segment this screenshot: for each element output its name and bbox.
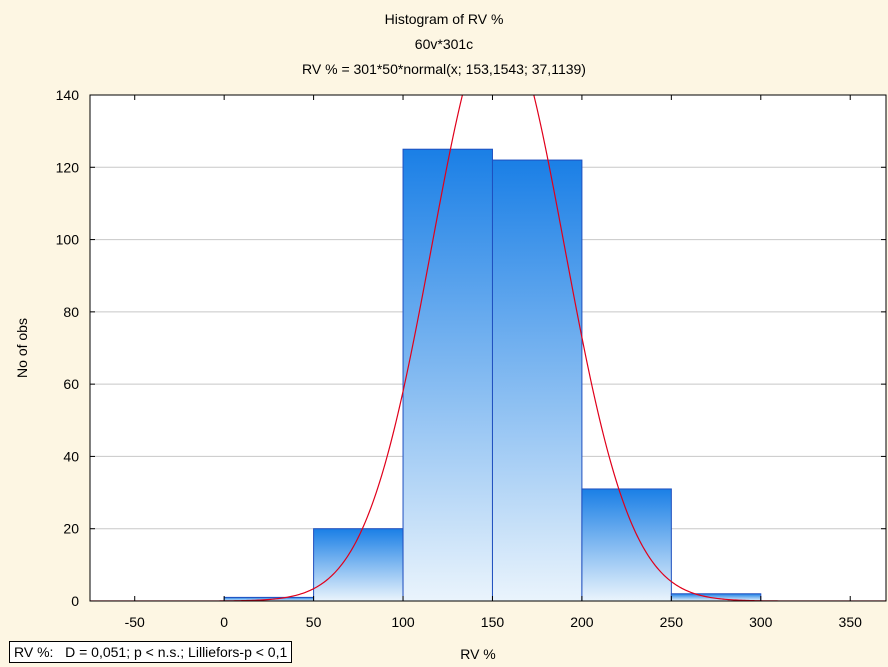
x-tick-label: 50 — [306, 614, 322, 630]
y-tick-label: 100 — [56, 232, 80, 248]
plot-frame — [89, 94, 887, 602]
x-tick-label: -50 — [125, 614, 145, 630]
y-tick-label: 140 — [56, 87, 80, 103]
normality-test-box: RV %: D = 0,051; p < n.s.; Lilliefors-p … — [9, 641, 293, 663]
y-tick-label: 60 — [63, 376, 79, 392]
histogram-bars — [134, 148, 851, 602]
histogram-bar — [402, 148, 493, 602]
x-tick-label: 200 — [570, 614, 594, 630]
x-tick-label: 300 — [749, 614, 773, 630]
y-tick-label: 40 — [63, 448, 79, 464]
x-tick-label: 150 — [481, 614, 505, 630]
chart-subtitle: 60v*301c — [415, 36, 473, 52]
histogram-bar — [491, 159, 583, 602]
y-tick-label: 0 — [71, 593, 79, 609]
y-axis-label: No of obs — [14, 318, 30, 378]
y-tick-label: 120 — [56, 159, 80, 175]
y-tick-label: 80 — [63, 304, 79, 320]
histogram-bar — [581, 488, 672, 602]
axis-ticks: -50 0 50 100 150 200 250 300 350 0 20 40 60 80 100 120 1… — [56, 87, 886, 630]
histogram-bar — [313, 528, 404, 602]
fit-formula: RV % = 301*50*normal(x; 153,1543; 37,113… — [302, 61, 586, 77]
y-tick-label: 20 — [63, 521, 79, 537]
x-tick-label: 100 — [391, 614, 415, 630]
x-axis-label: RV % — [460, 646, 496, 662]
chart-title: Histogram of RV % — [385, 11, 504, 27]
x-tick-label: 350 — [839, 614, 863, 630]
x-tick-label: 250 — [660, 614, 684, 630]
x-tick-label: 0 — [220, 614, 228, 630]
